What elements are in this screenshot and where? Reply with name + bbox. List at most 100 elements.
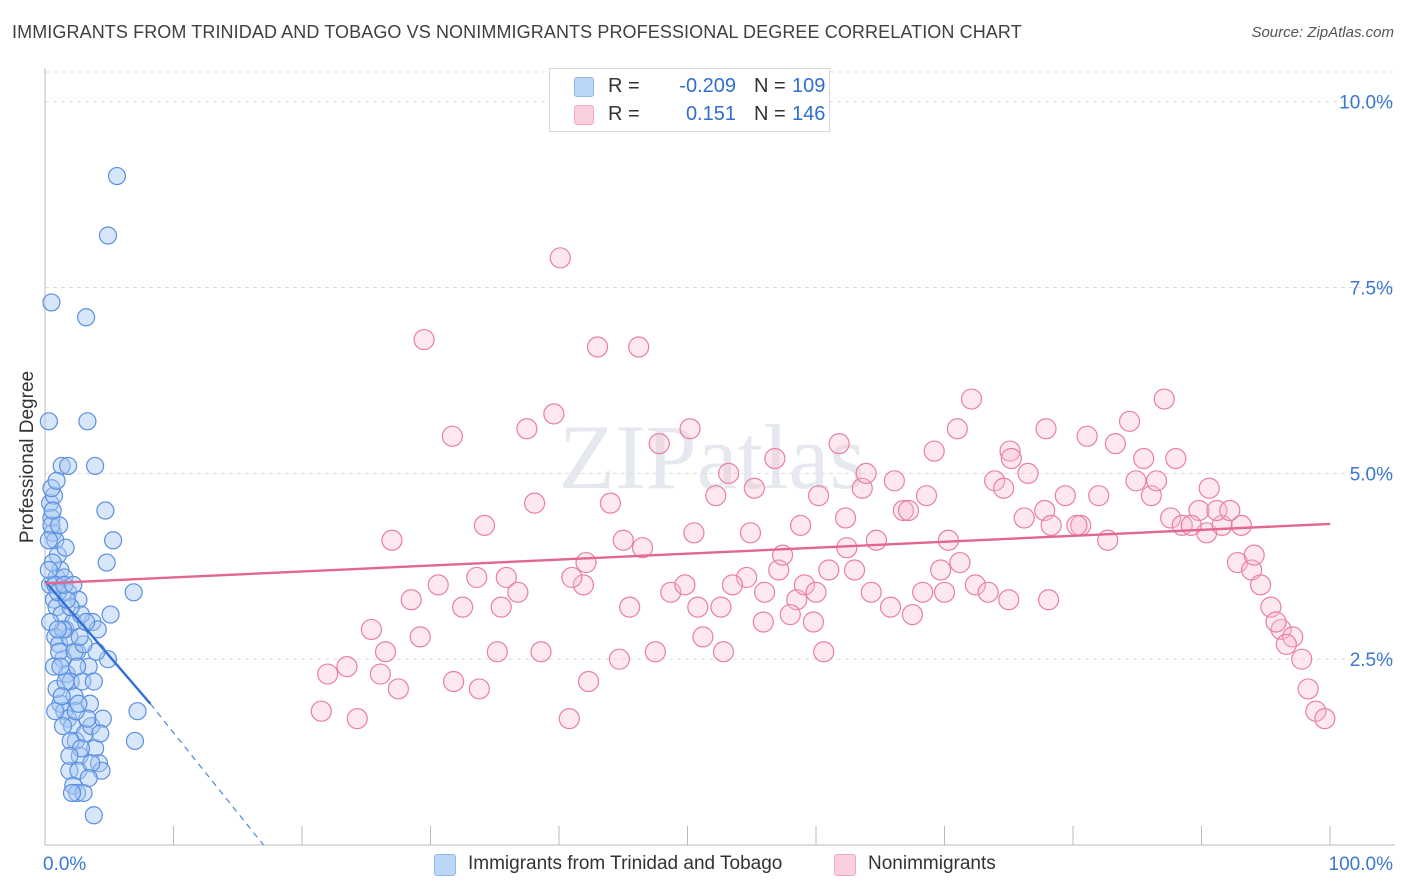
scatter-point — [91, 724, 110, 743]
scatter-point — [360, 618, 382, 641]
scatter-point — [1219, 499, 1241, 522]
legend-n-value: 109 — [792, 75, 826, 97]
y-tick-label: 10.0% — [1339, 93, 1393, 114]
scatter-point — [387, 678, 409, 700]
scatter-point — [107, 166, 127, 186]
scatter-point — [101, 605, 120, 624]
scatter-point — [89, 754, 109, 773]
series-trinidad-tobago — [39, 166, 147, 825]
scatter-point — [310, 700, 332, 722]
scatter-point — [915, 485, 938, 507]
scatter-point — [1265, 611, 1287, 633]
scatter-point — [441, 425, 463, 447]
scatter-point — [1165, 447, 1187, 470]
scatter-point — [1230, 514, 1252, 536]
scatter-point — [60, 746, 79, 765]
scatter-point — [802, 611, 825, 633]
legend-n-label: N = — [754, 103, 786, 125]
scatter-point — [48, 620, 67, 639]
scatter-point — [612, 529, 634, 551]
scatter-point — [336, 656, 358, 678]
scatter-point — [64, 575, 83, 594]
scatter-point — [1035, 418, 1057, 440]
scatter-point — [807, 485, 830, 507]
scatter-point — [1076, 425, 1098, 447]
scatter-point — [1088, 485, 1110, 507]
scatter-point — [712, 641, 735, 663]
scatter-point — [1104, 433, 1127, 455]
scatter-point — [443, 670, 465, 693]
scatter-point — [683, 522, 705, 544]
scatter-point — [901, 603, 923, 626]
scatter-point — [1160, 507, 1182, 529]
scatter-point — [39, 531, 58, 550]
scatter-point — [1000, 447, 1022, 470]
scatter-point — [739, 522, 762, 544]
scatter-point — [42, 516, 61, 535]
scatter-point — [104, 531, 123, 550]
scatter-point — [84, 806, 103, 825]
scatter-point — [97, 553, 116, 572]
scatter-point — [933, 581, 956, 603]
legend-n-value: 146 — [792, 103, 826, 125]
scatter-point — [473, 514, 496, 536]
scatter-point — [51, 657, 70, 676]
scatter-point — [381, 529, 403, 551]
scatter-point — [490, 596, 512, 618]
scatter-point — [897, 499, 920, 522]
scatter-point — [409, 626, 431, 648]
scatter-point — [631, 537, 654, 559]
scatter-point — [1145, 470, 1168, 492]
scatter-point — [507, 581, 529, 603]
legend-r-value: 0.151 — [685, 103, 736, 125]
scatter-point — [599, 492, 622, 514]
scatter-point — [1314, 708, 1336, 730]
scatter-point — [608, 648, 630, 670]
scatter-point — [44, 486, 64, 505]
scatter-point — [828, 433, 850, 455]
legend-swatch-blue — [574, 77, 594, 97]
scatter-point — [813, 641, 835, 663]
scatter-point — [400, 589, 422, 611]
scatter-point — [66, 702, 85, 721]
scatter-point — [930, 559, 952, 581]
scatter-point — [466, 566, 488, 589]
trend-line-blue-extension — [149, 703, 264, 846]
y-tick-label: 5.0% — [1350, 464, 1393, 485]
scatter-point — [628, 336, 650, 358]
scatter-point — [1133, 447, 1155, 470]
scatter-point — [79, 769, 98, 788]
scatter-point — [82, 754, 101, 773]
scatter-point — [575, 551, 597, 574]
scatter-point — [1125, 470, 1147, 492]
scatter-point — [561, 566, 583, 589]
scatter-point — [1198, 477, 1220, 499]
scatter-point — [59, 456, 78, 476]
scatter-point — [1153, 388, 1175, 410]
scatter-point — [883, 470, 905, 492]
scatter-point — [619, 596, 641, 618]
scatter-point — [78, 412, 97, 431]
trend-line-blue — [44, 580, 152, 705]
scatter-point — [47, 471, 66, 490]
series-nonimmigrants — [310, 247, 1336, 730]
scatter-point — [692, 626, 714, 648]
scatter-point — [427, 574, 449, 596]
legend-swatch-blue — [434, 854, 456, 876]
scatter-point — [946, 418, 968, 440]
scatter-point — [687, 596, 709, 618]
scatter-point — [317, 663, 339, 685]
scatter-point — [805, 581, 827, 603]
scatter-point — [818, 559, 840, 581]
scatter-point — [1243, 544, 1265, 566]
scatter-point — [1206, 499, 1228, 522]
scatter-point — [964, 574, 986, 596]
scatter-point — [984, 470, 1006, 492]
scatter-point — [46, 702, 65, 721]
scatter-point — [977, 581, 999, 603]
scatter-point — [721, 574, 744, 596]
scatter-point — [1066, 514, 1088, 536]
scatter-point — [1250, 574, 1272, 596]
legend-series-name: Immigrants from Trinidad and Tobago — [468, 853, 783, 874]
scatter-point — [77, 308, 96, 327]
